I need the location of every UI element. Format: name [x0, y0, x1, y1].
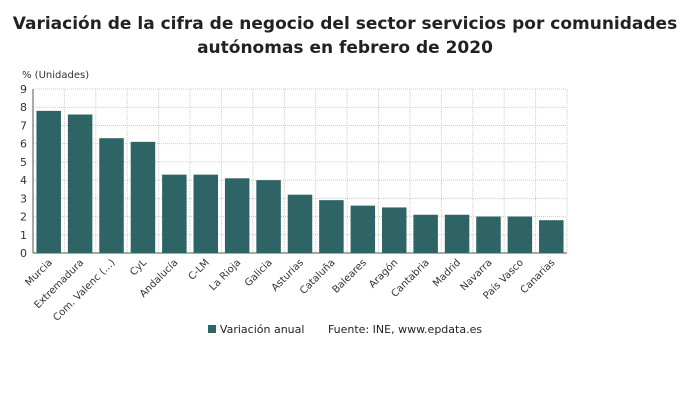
y-axis-label: % (Unidades): [22, 70, 90, 81]
bar: [256, 180, 281, 253]
bar: [476, 216, 501, 253]
x-tick-label: La Rioja: [207, 257, 243, 293]
legend-swatch: [207, 325, 216, 333]
y-tick-label: 5: [20, 156, 27, 169]
y-tick-label: 6: [20, 138, 27, 151]
bar: [413, 214, 438, 253]
x-tick-label: C-LM: [187, 257, 212, 282]
bar: [36, 110, 61, 253]
y-tick-label: 7: [20, 119, 27, 132]
y-tick-label: 9: [20, 83, 27, 96]
y-tick-label: 2: [20, 211, 27, 224]
y-tick-label: 8: [20, 101, 27, 114]
bar: [319, 200, 344, 253]
x-tick-label: Canarias: [519, 257, 558, 296]
y-tick-label: 3: [20, 192, 27, 205]
legend: Variación anual Fuente: INE, www.epdata.…: [0, 323, 690, 336]
y-tick-label: 0: [20, 247, 27, 260]
y-tick-label: 1: [20, 229, 27, 242]
chart-title: Variación de la cifra de negocio del sec…: [12, 14, 678, 58]
bar: [99, 138, 124, 253]
y-tick-label: 4: [20, 174, 27, 187]
bar: [350, 205, 376, 253]
bar: [162, 174, 187, 253]
bar: [130, 141, 156, 253]
bar: [287, 194, 313, 253]
bar: [381, 207, 407, 253]
bar: [539, 220, 564, 253]
bar: [193, 174, 219, 253]
x-tick-label: Murcia: [24, 257, 55, 288]
x-tick-label: Galicia: [243, 257, 275, 289]
source-text: Fuente: INE, www.epdata.es: [327, 323, 483, 336]
bar: [224, 178, 250, 253]
bar: [67, 114, 93, 253]
x-tick-label: Baleares: [331, 257, 369, 295]
x-tick-label: Com. Valenc (...): [51, 257, 117, 323]
legend-label: Variación anual: [219, 323, 305, 336]
bar: [444, 214, 470, 253]
x-tick-label: CyL: [128, 257, 149, 278]
bar: [507, 216, 533, 253]
